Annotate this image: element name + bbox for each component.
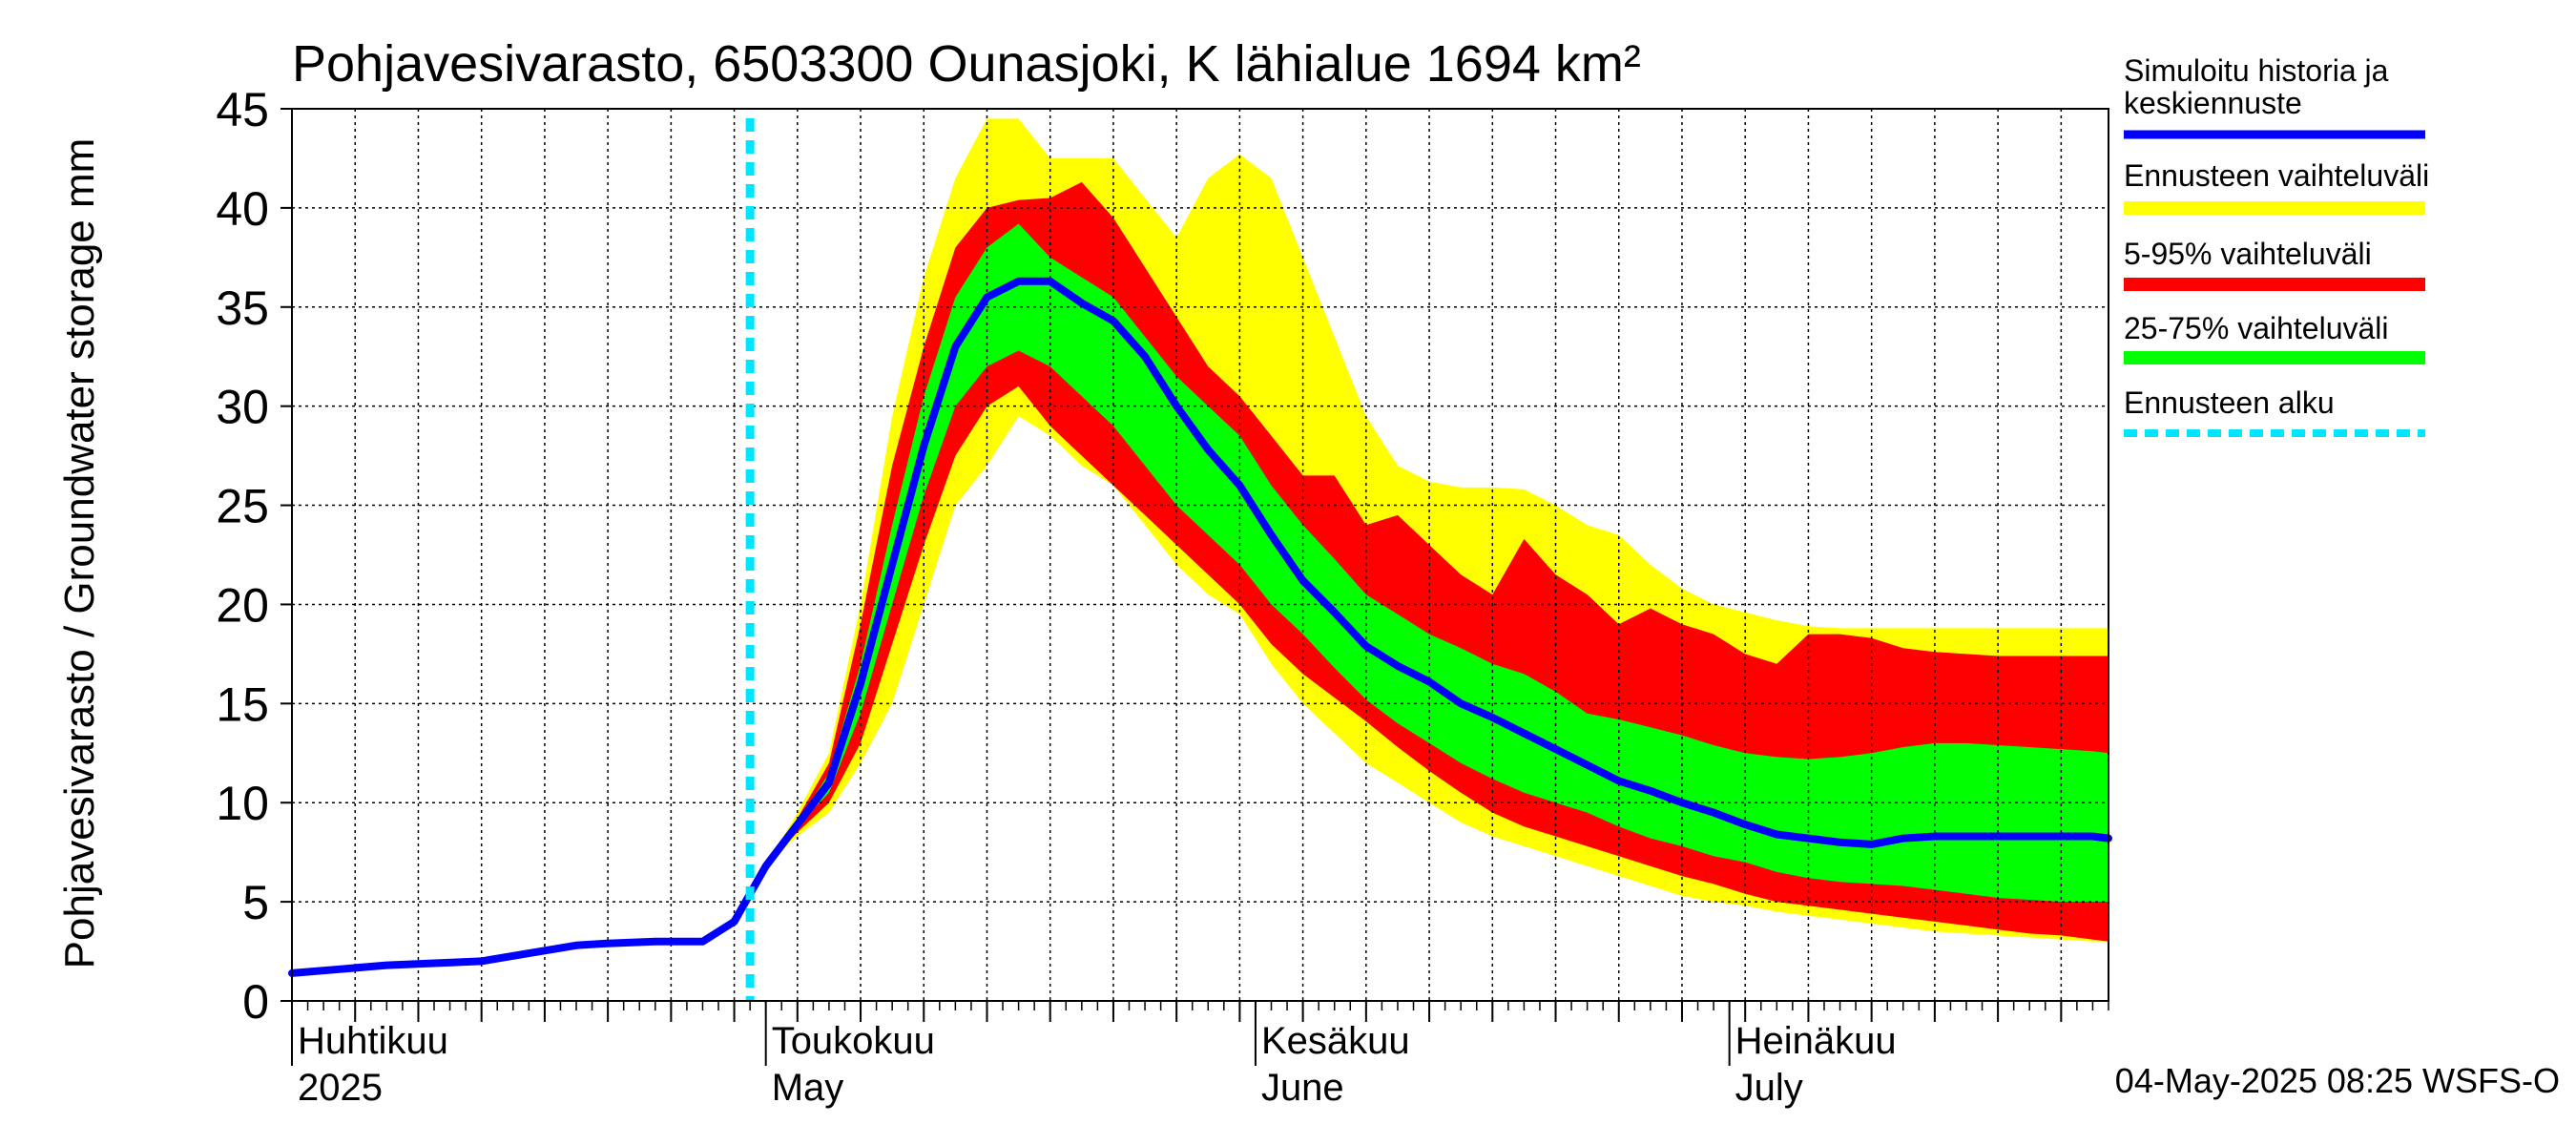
legend-label-range_5_95: 5-95% vaihteluväli (2124, 237, 2372, 271)
legend-label-range_25_75: 25-75% vaihteluväli (2124, 311, 2389, 345)
legend-label-median: Simuloitu historia ja keskiennuste (2124, 53, 2389, 120)
x-month-label-fi: Heinäkuu (1735, 1020, 1897, 1062)
x-month-label-en: July (1735, 1067, 1803, 1109)
x-month-label-en: June (1261, 1067, 1344, 1109)
y-tick-label: 20 (216, 578, 269, 632)
y-tick-label: 40 (216, 182, 269, 236)
band-25-75 (734, 223, 2109, 922)
footer-timestamp: 04-May-2025 08:25 WSFS-O (2115, 1061, 2560, 1100)
x-month-label-fi: Kesäkuu (1261, 1020, 1410, 1062)
plot-area: 051015202530354045Huhtikuu2025ToukokuuMa… (216, 83, 2112, 1109)
plot-frame (291, 108, 2109, 1002)
x-month-label-en: May (772, 1067, 844, 1109)
x-month-label-fi: Toukokuu (772, 1020, 935, 1062)
y-tick-label: 0 (242, 975, 269, 1029)
series-median-line (288, 277, 2112, 977)
y-tick-label: 25 (216, 480, 269, 533)
y-tick-label: 15 (216, 677, 269, 731)
y-axis-label: Pohjavesivarasto / Groundwater storage m… (56, 138, 103, 969)
legend-label-forecast_start: Ennusteen alku (2124, 385, 2335, 420)
y-tick-label: 5 (242, 876, 269, 929)
chart-title: Pohjavesivarasto, 6503300 Ounasjoki, K l… (292, 35, 1641, 93)
y-tick-label: 35 (216, 281, 269, 335)
x-month-label-fi: Huhtikuu (298, 1020, 448, 1062)
y-tick-label: 10 (216, 777, 269, 830)
y-tick-label: 45 (216, 83, 269, 136)
y-tick-label: 30 (216, 381, 269, 434)
legend: Simuloitu historia ja keskiennuste Ennuste… (2124, 53, 2429, 437)
legend-label-range_full: Ennusteen vaihteluväli (2124, 158, 2429, 193)
x-month-label-en: 2025 (298, 1067, 383, 1109)
